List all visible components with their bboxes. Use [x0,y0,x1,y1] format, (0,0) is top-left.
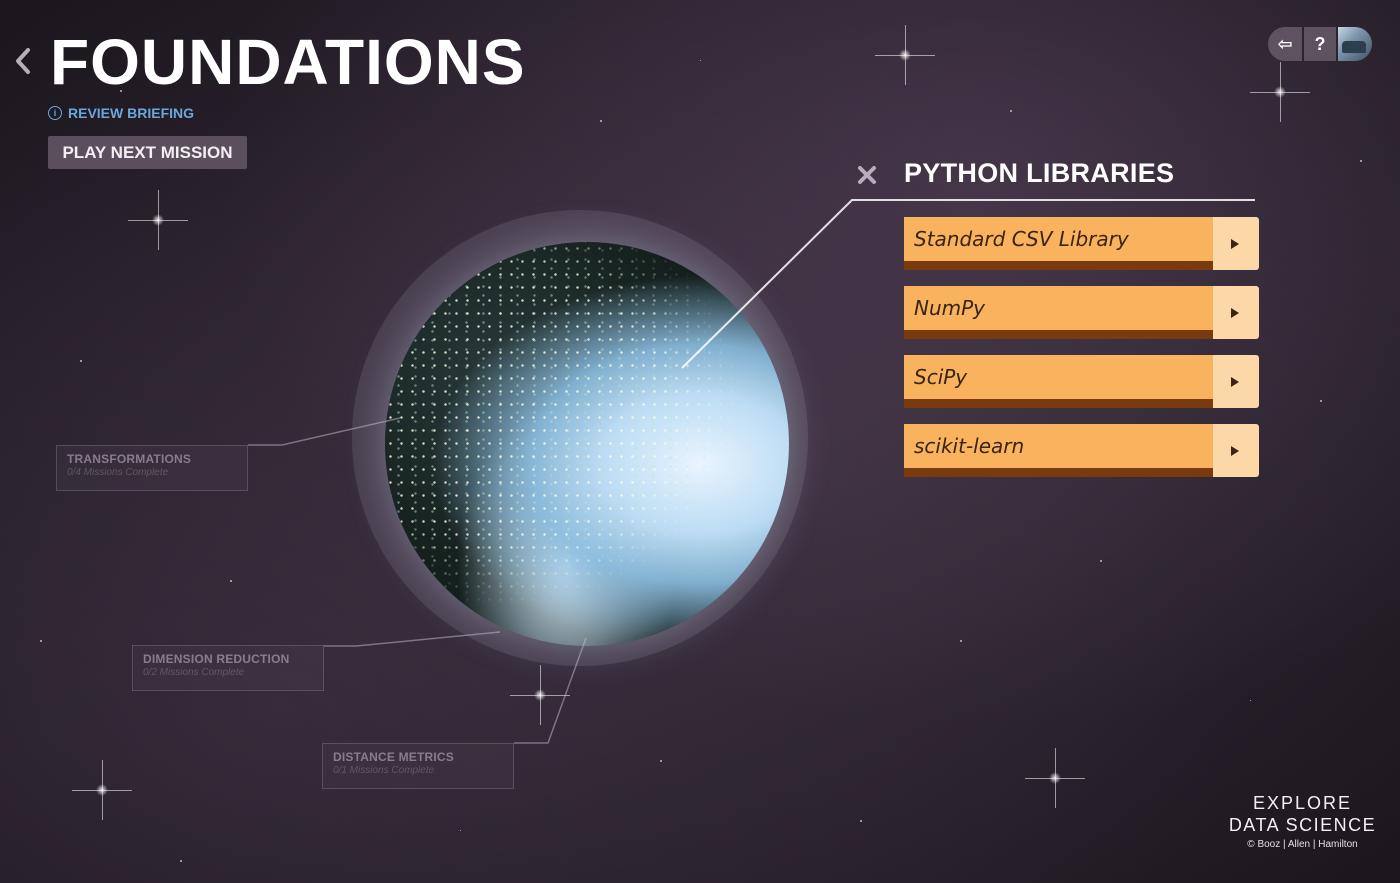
library-label: scikit-learn [914,434,1025,458]
library-label: NumPy [914,296,986,320]
node-progress: 0/1 Missions Complete [333,765,435,776]
top-toolbar: ⇦ ? [1268,27,1372,61]
library-play-button[interactable] [1213,217,1259,270]
node-dimension-reduction[interactable]: DIMENSION REDUCTION 0/2 Missions Complet… [132,645,324,691]
review-briefing-link[interactable]: i REVIEW BRIEFING [48,104,194,122]
library-button-scipy[interactable]: SciPy [904,355,1259,408]
panel-title: PYTHON LIBRARIES [904,158,1175,188]
node-transformations[interactable]: TRANSFORMATIONS 0/4 Missions Complete [56,445,248,491]
play-next-mission-button[interactable]: PLAY NEXT MISSION [48,136,247,169]
back-chevron-icon[interactable] [12,44,34,78]
review-briefing-label: REVIEW BRIEFING [68,105,195,121]
node-progress: 0/4 Missions Complete [67,467,169,478]
help-button[interactable]: ? [1304,27,1338,61]
brand-line-explore: EXPLORE [1252,793,1353,813]
play-icon [1231,239,1239,249]
exit-button[interactable]: ⇦ [1268,27,1304,61]
info-icon: i [48,106,62,120]
node-title: DISTANCE METRICS [333,750,454,764]
play-icon [1231,308,1239,318]
library-label: SciPy [914,365,968,389]
play-icon [1231,377,1239,387]
exit-icon: ⇦ [1277,33,1293,54]
library-play-button[interactable] [1213,355,1259,408]
library-play-button[interactable] [1213,286,1259,339]
play-icon [1231,446,1239,456]
node-progress: 0/2 Missions Complete [143,667,245,678]
page-title: FOUNDATIONS [50,26,526,98]
library-label: Standard CSV Library [914,227,1129,251]
library-button-scikit-learn[interactable]: scikit-learn [904,424,1259,477]
library-button-numpy[interactable]: NumPy [904,286,1259,339]
close-icon[interactable] [855,163,879,187]
node-title: TRANSFORMATIONS [67,452,192,466]
node-distance-metrics[interactable]: DISTANCE METRICS 0/1 Missions Complete [322,743,514,789]
library-button-standard-csv[interactable]: Standard CSV Library [904,217,1259,270]
library-play-button[interactable] [1213,424,1259,477]
node-title: DIMENSION REDUCTION [143,652,290,666]
help-icon: ? [1314,33,1326,54]
avatar[interactable] [1338,27,1372,61]
planet-globe[interactable] [385,242,789,646]
brand-line-data-science: DATA SCIENCE [1228,815,1377,835]
brand-logo: EXPLORE DATA SCIENCE © Booz | Allen | Ha… [1220,792,1385,850]
brand-line-copyright: © Booz | Allen | Hamilton [1247,839,1358,850]
